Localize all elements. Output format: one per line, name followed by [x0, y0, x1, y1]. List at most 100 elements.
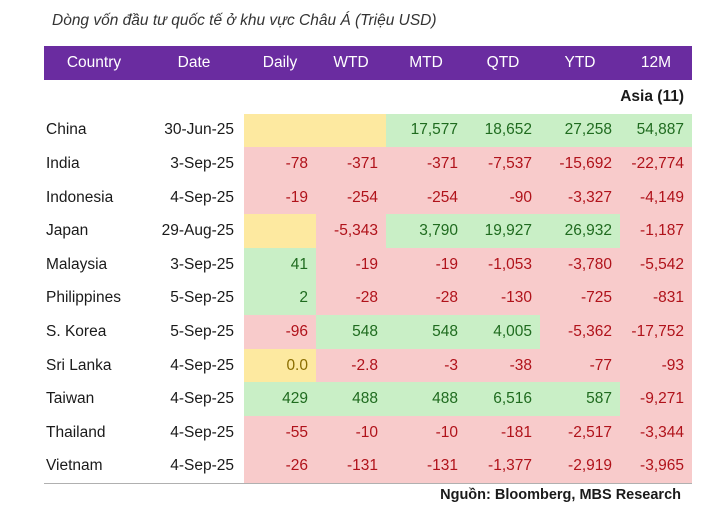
value-cell-wtd: -254: [316, 180, 386, 215]
value-cell-mtd: -254: [386, 180, 466, 215]
value-cell-wtd: -10: [316, 415, 386, 450]
value-cell-qtd: -90: [466, 180, 540, 215]
value-cell-daily: 41: [244, 247, 316, 282]
date-cell: 4-Sep-25: [170, 457, 234, 475]
table-row: Japan 29-Aug-25 -5,343 3,790 19,927 26,932 -1,…: [44, 214, 692, 248]
country-cell: Sri Lanka: [46, 356, 112, 374]
date-cell: 5-Sep-25: [170, 322, 234, 340]
country-cell: Vietnam: [46, 457, 103, 475]
value-cell-ytd: 26,932: [540, 214, 620, 248]
date-cell: 4-Sep-25: [170, 423, 234, 441]
value-cell-wtd: -5,343: [316, 214, 386, 248]
value-cell-mtd: -28: [386, 281, 466, 316]
value-cell-daily: 2: [244, 281, 316, 316]
value-cell-qtd: -181: [466, 415, 540, 450]
value-cell-daily: -96: [244, 315, 316, 349]
value-cell-daily: -26: [244, 449, 316, 484]
date-cell: 3-Sep-25: [170, 154, 234, 172]
value-cell-12m: -17,752: [620, 315, 692, 349]
value-cell-mtd: -371: [386, 147, 466, 181]
column-header-wtd: WTD: [316, 46, 386, 80]
date-cell: 4-Sep-25: [170, 390, 234, 408]
value-cell-ytd: -15,692: [540, 147, 620, 181]
value-cell-12m: -5,542: [620, 247, 692, 282]
country-cell: Taiwan: [46, 390, 95, 408]
value-cell-daily: -78: [244, 147, 316, 181]
country-cell: China: [46, 121, 87, 139]
country-cell: India: [46, 154, 80, 172]
value-cell-ytd: -2,517: [540, 415, 620, 450]
value-cell-12m: -1,187: [620, 214, 692, 248]
country-cell: Philippines: [46, 289, 121, 307]
value-cell-daily: -19: [244, 180, 316, 215]
group-label: Asia (11): [620, 87, 684, 105]
value-cell-mtd: 548: [386, 315, 466, 349]
value-cell-12m: -3,344: [620, 415, 692, 450]
value-cell-12m: -9,271: [620, 382, 692, 416]
value-cell-12m: -22,774: [620, 147, 692, 181]
table-row: Malaysia 3-Sep-25 41 -19 -19 -1,053 -3,780 -5,5…: [44, 247, 692, 282]
value-cell-12m: -4,149: [620, 180, 692, 215]
value-cell-mtd: 488: [386, 382, 466, 416]
date-cell: 5-Sep-25: [170, 289, 234, 307]
value-cell-qtd: -1,053: [466, 247, 540, 282]
source-note: Nguồn: Bloomberg, MBS Research: [440, 487, 681, 503]
date-cell: 4-Sep-25: [170, 188, 234, 206]
value-cell-ytd: -77: [540, 348, 620, 383]
table-row: Sri Lanka 4-Sep-25 0.0 -2.8 -3 -38 -77 -93: [44, 348, 692, 383]
date-cell: 3-Sep-25: [170, 255, 234, 273]
table-title: Dòng vốn đầu tư quốc tế ở khu vực Châu Á…: [52, 12, 437, 29]
value-cell-ytd: -2,919: [540, 449, 620, 484]
table-row: Indonesia 4-Sep-25 -19 -254 -254 -90 -3,327 -4,…: [44, 180, 692, 215]
value-cell-ytd: -3,780: [540, 247, 620, 282]
value-cell-ytd: 587: [540, 382, 620, 416]
value-cell-qtd: -7,537: [466, 147, 540, 181]
value-cell-wtd: -28: [316, 281, 386, 316]
column-header-daily: Daily: [244, 46, 316, 80]
table-row: S. Korea 5-Sep-25 -96 548 548 4,005 -5,362 -17,…: [44, 315, 692, 349]
table-row: Philippines 5-Sep-25 2 -28 -28 -130 -725 -831: [44, 281, 692, 316]
table-row: China 30-Jun-25 17,577 18,652 27,258 54,887: [44, 113, 692, 148]
value-cell-qtd: -130: [466, 281, 540, 316]
value-cell-qtd: 6,516: [466, 382, 540, 416]
table-row: Vietnam 4-Sep-25 -26 -131 -131 -1,377 -2,919 -3…: [44, 449, 692, 484]
value-cell-daily: 0.0: [244, 348, 316, 383]
value-cell-daily: [244, 113, 316, 148]
value-cell-daily: 429: [244, 382, 316, 416]
value-cell-12m: -93: [620, 348, 692, 383]
value-cell-mtd: -131: [386, 449, 466, 484]
capital-flows-table: Country Date Daily WTD MTD QTD YTD 12M Asia (11…: [44, 46, 692, 484]
country-cell: Malaysia: [46, 255, 108, 273]
value-cell-12m: -831: [620, 281, 692, 316]
date-cell: 30-Jun-25: [164, 121, 234, 139]
value-cell-wtd: -2.8: [316, 348, 386, 383]
column-header-qtd: QTD: [466, 46, 540, 80]
value-cell-ytd: -725: [540, 281, 620, 316]
table-row: Thailand 4-Sep-25 -55 -10 -10 -181 -2,517 -3,34…: [44, 415, 692, 450]
table-row: India 3-Sep-25 -78 -371 -371 -7,537 -15,692 -22…: [44, 147, 692, 181]
table-header-row: Country Date Daily WTD MTD QTD YTD 12M: [44, 46, 692, 80]
value-cell-mtd: -10: [386, 415, 466, 450]
value-cell-daily: -55: [244, 415, 316, 450]
value-cell-qtd: -38: [466, 348, 540, 383]
value-cell-qtd: 18,652: [466, 113, 540, 148]
value-cell-wtd: [316, 113, 386, 148]
country-cell: Thailand: [46, 423, 106, 441]
date-cell: 4-Sep-25: [170, 356, 234, 374]
value-cell-mtd: 3,790: [386, 214, 466, 248]
group-row-asia: Asia (11): [44, 80, 692, 114]
value-cell-12m: 54,887: [620, 113, 692, 148]
value-cell-wtd: -19: [316, 247, 386, 282]
date-cell: 29-Aug-25: [161, 222, 234, 240]
value-cell-wtd: -131: [316, 449, 386, 484]
column-header-mtd: MTD: [386, 46, 466, 80]
value-cell-wtd: 488: [316, 382, 386, 416]
value-cell-ytd: -5,362: [540, 315, 620, 349]
column-header-country: Country: [44, 46, 144, 80]
value-cell-mtd: 17,577: [386, 113, 466, 148]
bottom-divider: [44, 483, 692, 484]
country-cell: Indonesia: [46, 188, 114, 206]
table-row: Taiwan 4-Sep-25 429 488 488 6,516 587 -9,271: [44, 382, 692, 416]
column-header-ytd: YTD: [540, 46, 620, 80]
value-cell-daily: [244, 214, 316, 248]
